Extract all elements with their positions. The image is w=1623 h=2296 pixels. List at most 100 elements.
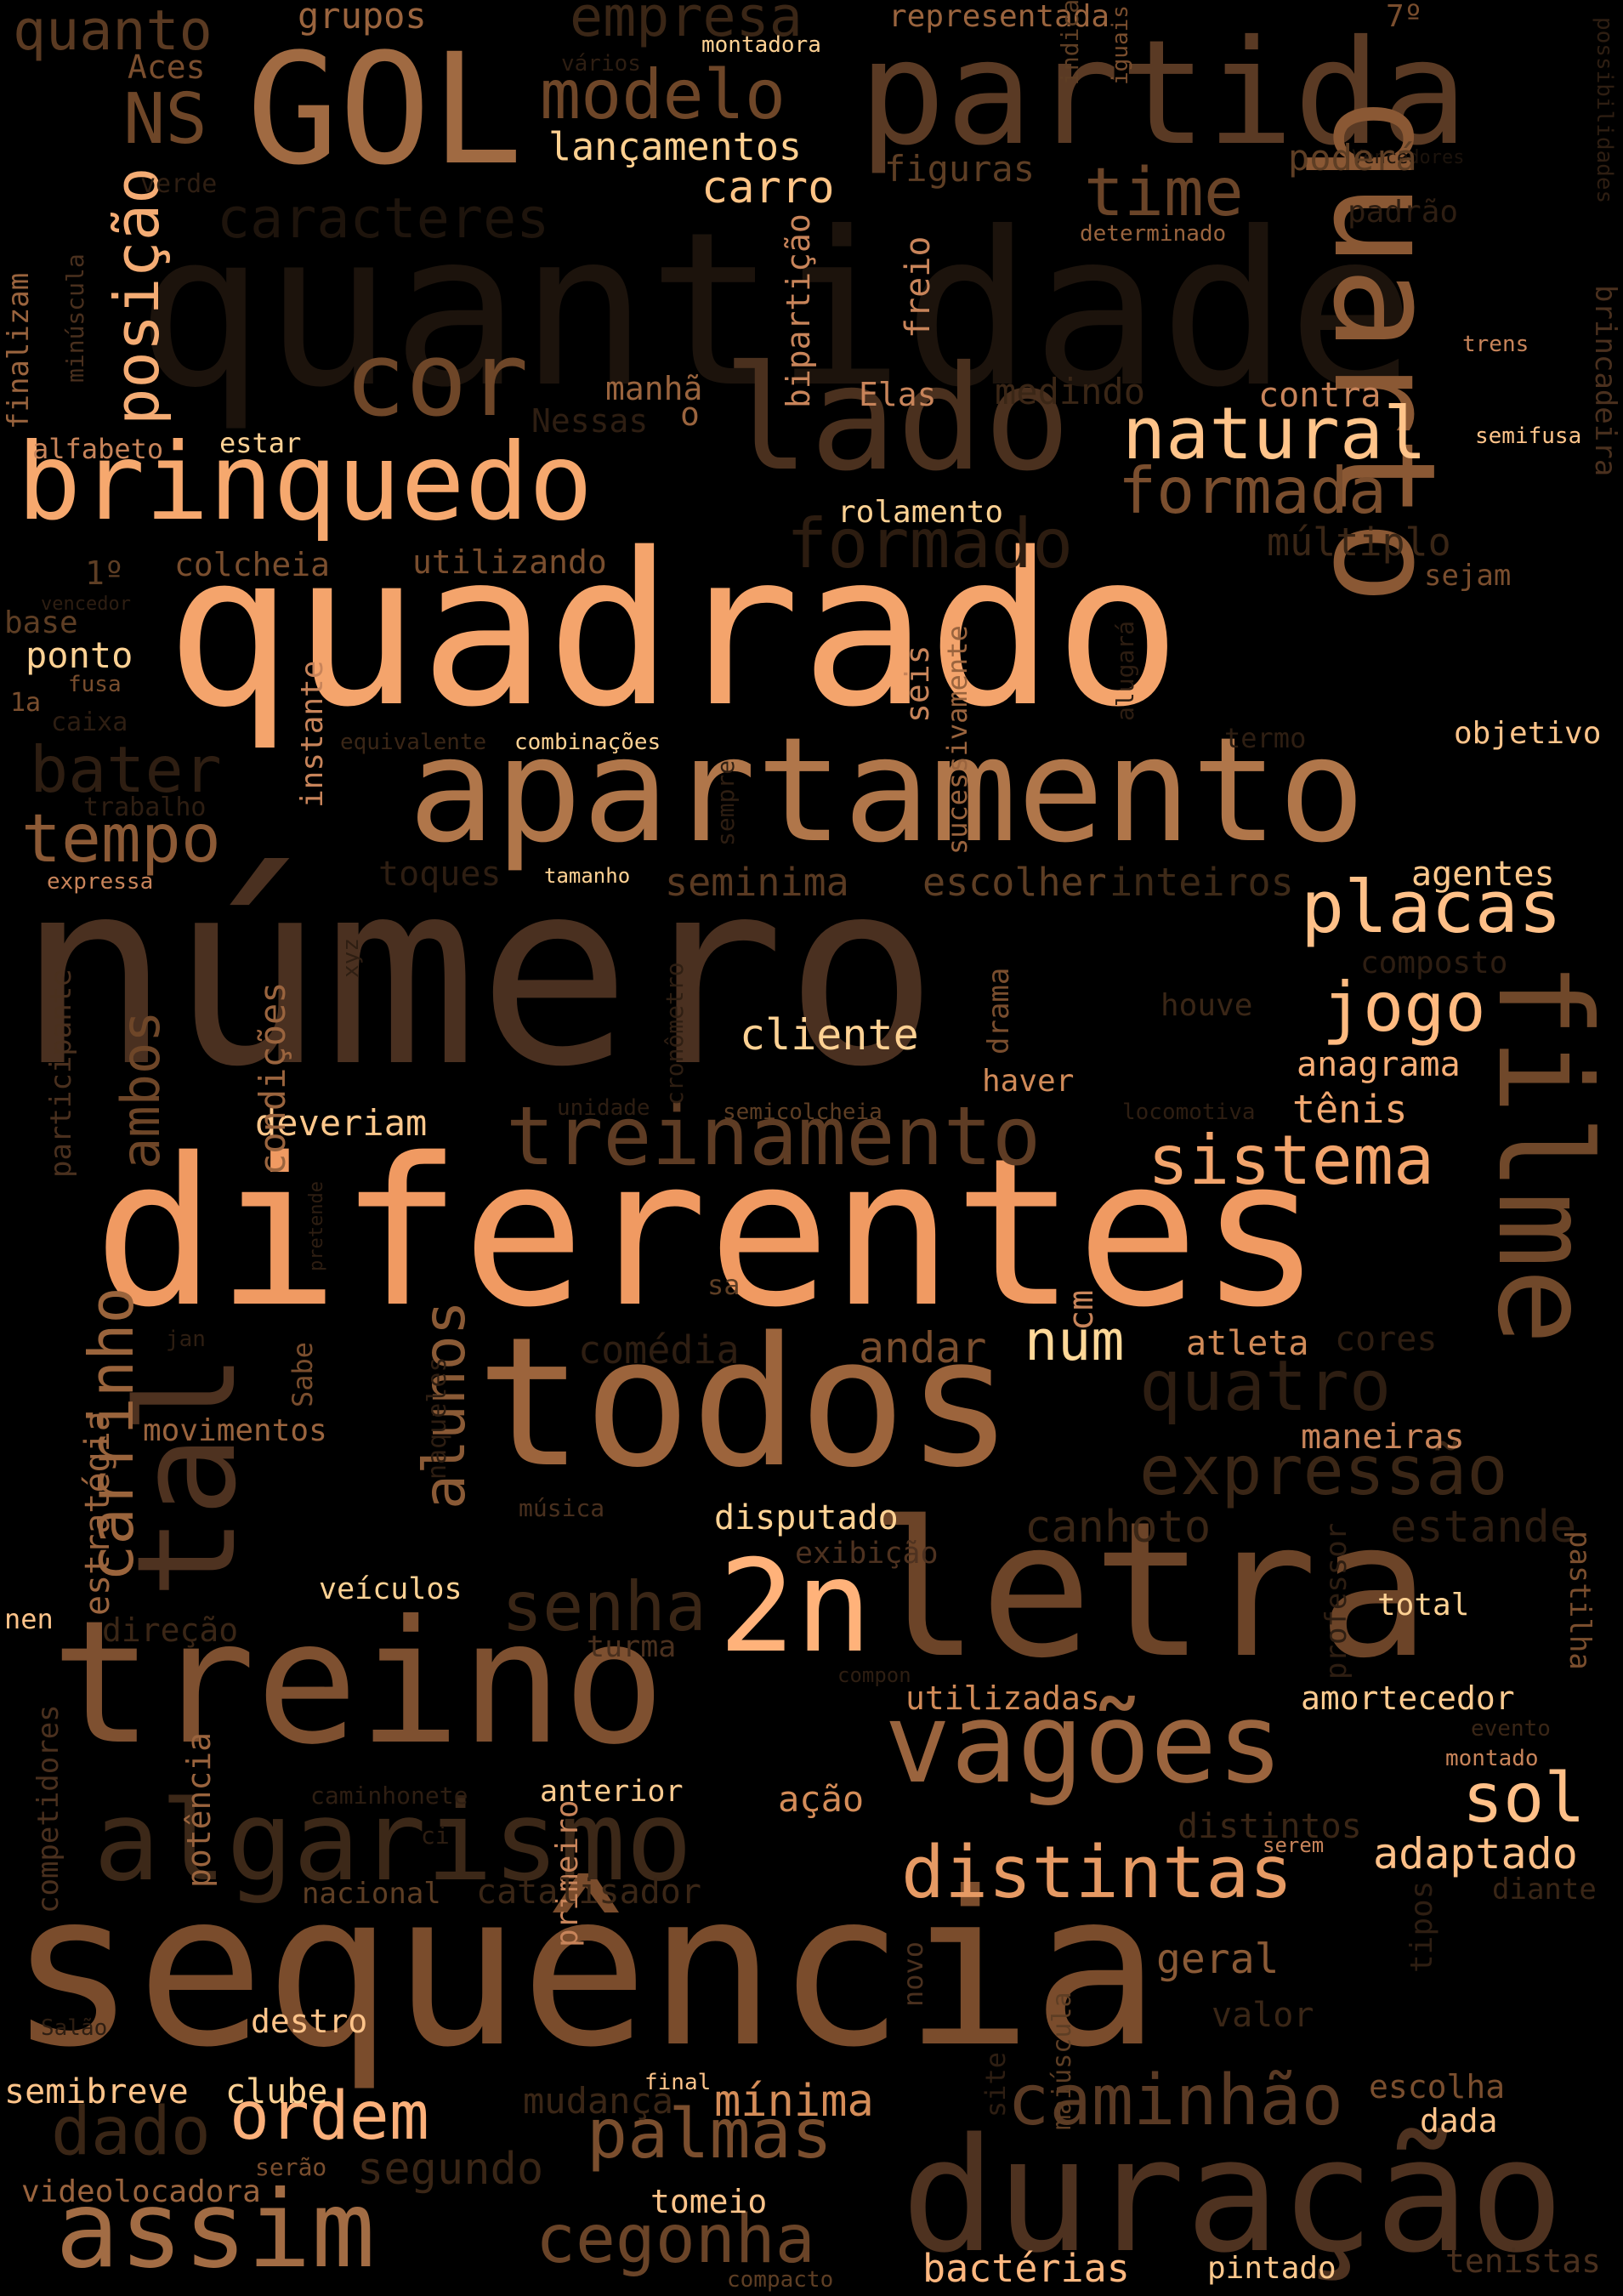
word: termo (1224, 722, 1307, 754)
word: mudança (523, 2080, 674, 2122)
word: Salão (41, 2015, 108, 2041)
word: catalisador (476, 1873, 701, 1912)
word: inteiros (1109, 860, 1294, 905)
word: cegonha (536, 2202, 815, 2278)
word: nen (4, 1603, 54, 1635)
word: indica (1056, 0, 1084, 85)
word: diante (1492, 1873, 1597, 1907)
word: toques (378, 855, 502, 894)
word: treino (51, 1584, 666, 1782)
word: 1a (10, 688, 42, 718)
word: comédia (578, 1327, 740, 1372)
word: contra (1258, 376, 1382, 415)
word: empresa (570, 0, 803, 49)
word: cm (1062, 1289, 1101, 1331)
word: tamanho (544, 864, 631, 888)
word: ambos (110, 1010, 172, 1169)
word: utilizando (412, 543, 607, 581)
word: equivalente (340, 730, 487, 755)
word: deveriam (255, 1102, 428, 1144)
word: fusa (68, 672, 122, 697)
word: andar (859, 1323, 987, 1372)
word: manhã (605, 370, 703, 407)
word: novo (897, 1941, 929, 2007)
word: GOL (247, 21, 524, 199)
word: alugará (1111, 620, 1139, 721)
word: tenistas (1445, 2242, 1602, 2280)
word: ação (778, 1778, 865, 1820)
word: alfabeto (32, 433, 164, 465)
word: semicolcheia (723, 1100, 882, 1125)
word: caixa (51, 708, 128, 737)
word: duração (901, 2104, 1564, 2287)
word: jan (166, 1327, 206, 1352)
word: 1º (85, 554, 124, 592)
word: distintas (901, 1831, 1293, 1915)
word: exibição (795, 1537, 939, 1571)
word: nacional (302, 1877, 441, 1911)
word: colcheia (174, 546, 331, 583)
word: anterior (540, 1775, 684, 1809)
word: lançamentos (548, 124, 803, 169)
word: formada (1118, 453, 1387, 528)
word: vencedor (41, 594, 131, 615)
word: expressa (47, 869, 154, 895)
word: montado (1445, 1746, 1539, 1771)
word: possibilidades (1592, 17, 1617, 204)
word: xyz (338, 938, 364, 978)
word: todos (476, 1299, 1014, 1507)
word: Nessas (531, 402, 649, 440)
word: videolocadora (21, 2174, 261, 2209)
word: compacto (727, 2267, 834, 2293)
word: cores (1335, 1320, 1438, 1359)
word: sol (1462, 1759, 1586, 1838)
word: número (17, 826, 939, 1122)
word: canhoto (1024, 1502, 1212, 1553)
word: caminhão (1007, 2060, 1343, 2141)
word: quanto (13, 0, 213, 63)
word: quatro (1139, 1346, 1392, 1427)
word: pastilha (1563, 1531, 1597, 1670)
word: ponto (26, 634, 133, 676)
word: apartamento (408, 707, 1365, 875)
word: palmas (587, 2094, 832, 2174)
word: grupos (298, 0, 427, 37)
word: serão (255, 2153, 327, 2181)
word: cronômetro (661, 962, 689, 1105)
word: partida (859, 9, 1468, 178)
word: composto (1360, 946, 1508, 980)
word: NS (123, 79, 207, 160)
word: bipartição (780, 213, 817, 408)
word: sequência (9, 1846, 1161, 2094)
word: filme (1469, 961, 1617, 1345)
word: treinamento (506, 1090, 1041, 1184)
word: destro (251, 2003, 368, 2040)
word: atleta (1186, 1324, 1309, 1363)
word: Vencedores (1352, 147, 1465, 168)
word: placas (1301, 866, 1563, 950)
word: quantidade (136, 186, 1416, 434)
word: 7º (1386, 0, 1423, 34)
word: múltiplo (1267, 520, 1451, 565)
word: tempo (21, 801, 221, 878)
word: figuras (884, 148, 1036, 190)
word: num (1024, 1310, 1125, 1373)
word: dado (51, 2094, 211, 2170)
word: maiúscula (1047, 1992, 1077, 2130)
word: locomotiva (1122, 1100, 1256, 1125)
word: maneiras (1301, 1418, 1465, 1457)
word: serem (1263, 1833, 1325, 1857)
word: caracteres (217, 187, 550, 251)
word: compon (837, 1663, 911, 1687)
word: direção (102, 1611, 239, 1649)
word: sejam (1424, 559, 1512, 593)
word: expressão (1139, 1431, 1508, 1510)
word: rolamento (837, 495, 1004, 530)
word: sa (707, 1269, 741, 1301)
word: disputado (714, 1498, 899, 1537)
word: semibreve (4, 2072, 189, 2111)
word: lado (723, 335, 1071, 503)
word: time (1084, 155, 1244, 231)
word: potência (180, 1731, 218, 1888)
